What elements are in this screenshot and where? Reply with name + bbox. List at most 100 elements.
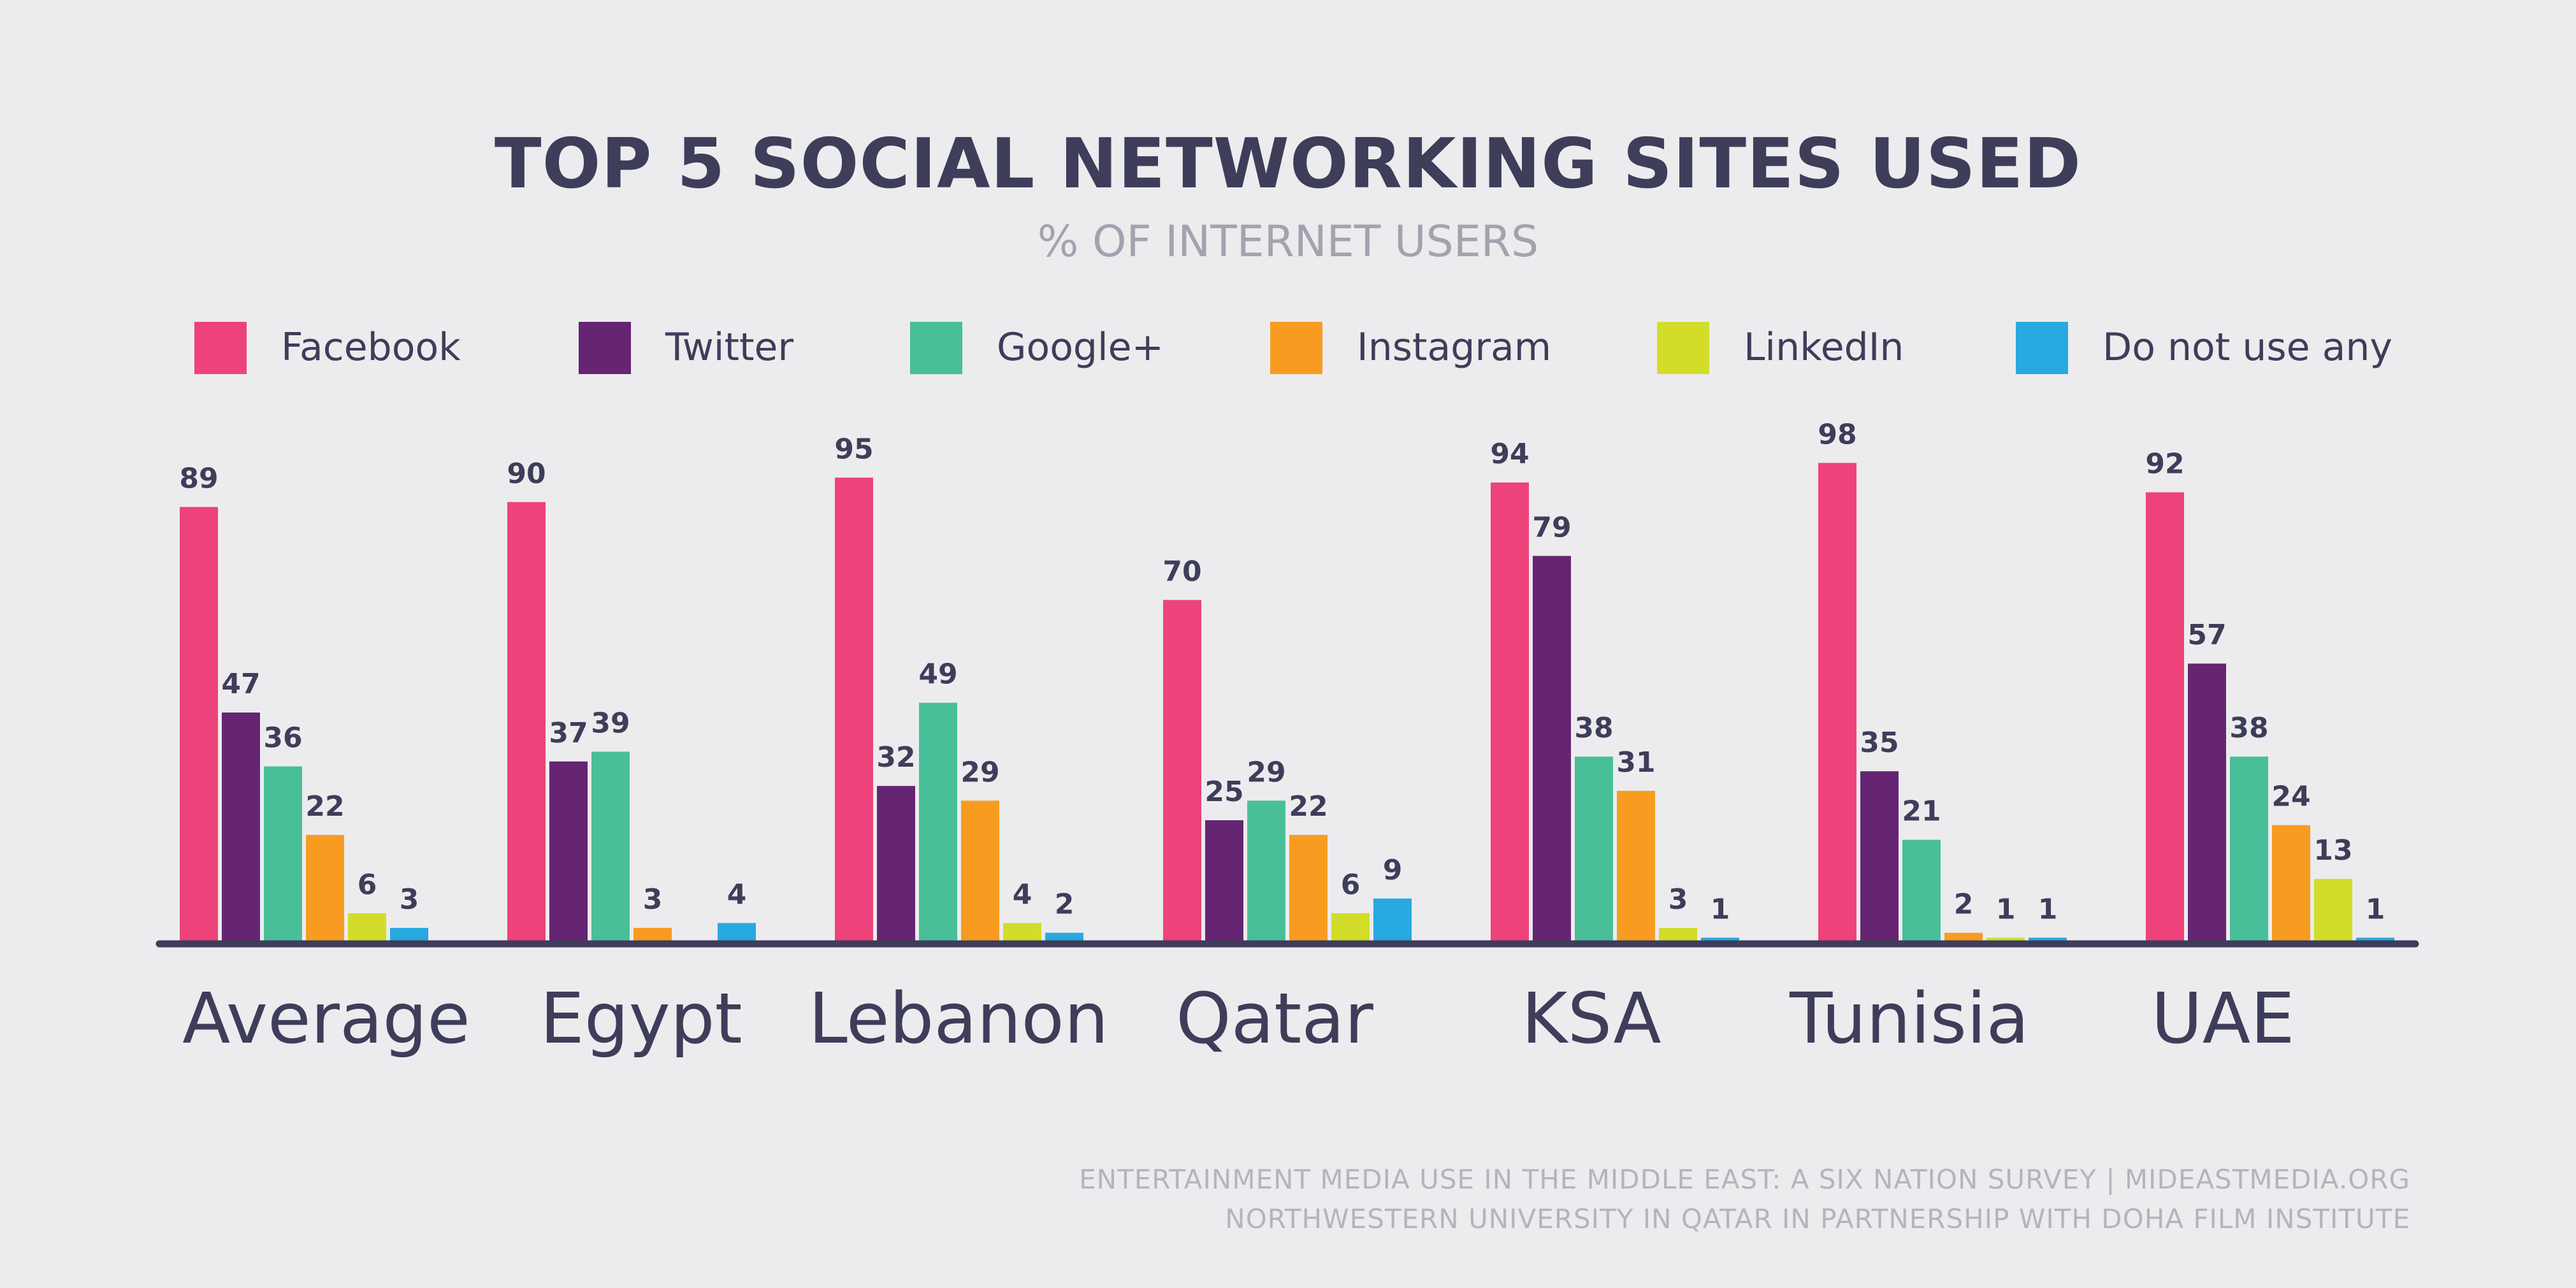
bar-qatar-twitter xyxy=(1205,820,1243,943)
bar-tunisia-do-not-use-any xyxy=(2029,937,2067,943)
bar-egypt-twitter xyxy=(549,761,588,943)
legend-swatch-do-not-use-any xyxy=(2016,322,2068,374)
data-label-ksa-twitter: 79 xyxy=(1532,511,1571,544)
data-label-qatar-facebook: 70 xyxy=(1162,555,1201,588)
bar-lebanon-google xyxy=(919,702,957,943)
category-label-ksa: KSA xyxy=(1521,978,1661,1059)
bar-ksa-linkedin xyxy=(1659,927,1697,943)
bar-uae-do-not-use-any xyxy=(2356,937,2394,943)
data-label-egypt-google: 39 xyxy=(591,707,630,739)
bar-egypt-facebook xyxy=(507,502,546,943)
bar-ksa-facebook xyxy=(1491,482,1529,943)
category-label-uae: UAE xyxy=(2151,978,2294,1059)
footer-source-line: ENTERTAINMENT MEDIA USE IN THE MIDDLE EA… xyxy=(1079,1164,2410,1195)
data-label-lebanon-instagram: 29 xyxy=(960,756,999,788)
category-label-egypt: Egypt xyxy=(540,978,742,1059)
data-label-egypt-do-not-use-any: 4 xyxy=(727,878,747,911)
bar-lebanon-linkedin xyxy=(1003,923,1041,943)
bar-qatar-do-not-use-any xyxy=(1373,898,1412,943)
bar-tunisia-instagram xyxy=(1944,932,1983,943)
bar-average-google xyxy=(264,766,302,943)
data-label-tunisia-google: 21 xyxy=(1902,795,1941,828)
legend-swatch-google xyxy=(910,322,962,374)
data-label-tunisia-facebook: 98 xyxy=(1818,418,1856,451)
data-label-qatar-linkedin: 6 xyxy=(1341,869,1361,901)
data-label-tunisia-instagram: 2 xyxy=(1954,888,1974,921)
legend-label-linkedin: LinkedIn xyxy=(1744,325,1904,370)
data-label-egypt-twitter: 37 xyxy=(549,717,588,749)
legend-swatch-twitter xyxy=(579,322,631,374)
bar-average-instagram xyxy=(306,835,344,943)
bar-tunisia-facebook xyxy=(1818,463,1856,943)
bar-lebanon-facebook xyxy=(835,477,873,943)
data-label-average-do-not-use-any: 3 xyxy=(400,883,419,916)
data-label-lebanon-do-not-use-any: 2 xyxy=(1055,888,1075,921)
bar-lebanon-twitter xyxy=(877,786,915,943)
legend-swatch-instagram xyxy=(1270,322,1322,374)
bar-average-facebook xyxy=(180,507,218,943)
data-label-ksa-do-not-use-any: 1 xyxy=(1711,893,1730,925)
bar-qatar-linkedin xyxy=(1331,913,1370,943)
bar-uae-google xyxy=(2230,756,2268,943)
bar-tunisia-twitter xyxy=(1860,771,1899,943)
data-label-tunisia-linkedin: 1 xyxy=(1996,893,2016,925)
data-label-lebanon-linkedin: 4 xyxy=(1013,878,1032,911)
data-label-lebanon-facebook: 95 xyxy=(834,433,873,465)
data-label-lebanon-twitter: 32 xyxy=(876,741,915,774)
chart-title: TOP 5 SOCIAL NETWORKING SITES USED xyxy=(494,124,2082,204)
bar-ksa-google xyxy=(1575,756,1613,943)
footer-credit-line: NORTHWESTERN UNIVERSITY IN QATAR IN PART… xyxy=(1225,1203,2410,1234)
data-label-ksa-google: 38 xyxy=(1574,712,1613,744)
data-label-ksa-linkedin: 3 xyxy=(1668,883,1688,916)
legend-swatch-linkedin xyxy=(1657,322,1709,374)
bar-egypt-google xyxy=(591,751,630,943)
data-label-qatar-google: 29 xyxy=(1247,756,1285,788)
data-label-uae-do-not-use-any: 1 xyxy=(2366,893,2385,925)
legend-label-instagram: Instagram xyxy=(1357,325,1552,370)
bar-lebanon-do-not-use-any xyxy=(1045,932,1083,943)
data-label-qatar-instagram: 22 xyxy=(1289,790,1328,823)
bar-uae-facebook xyxy=(2146,492,2184,943)
bar-uae-instagram xyxy=(2272,825,2310,943)
data-label-tunisia-twitter: 35 xyxy=(1860,727,1899,759)
data-label-uae-google: 38 xyxy=(2229,712,2268,744)
data-label-ksa-facebook: 94 xyxy=(1490,438,1529,470)
chart-legend: Facebook Twitter Google+ Instagram LinkedIn D… xyxy=(0,319,2576,376)
data-label-uae-instagram: 24 xyxy=(2271,781,2310,813)
bar-tunisia-linkedin xyxy=(1986,937,2025,943)
data-label-lebanon-google: 49 xyxy=(918,658,957,691)
legend-swatch-facebook xyxy=(194,322,247,374)
data-label-tunisia-do-not-use-any: 1 xyxy=(2038,893,2058,925)
bar-egypt-instagram xyxy=(633,927,672,943)
data-label-average-facebook: 89 xyxy=(179,462,218,495)
legend-label-do-not-use-any: Do not use any xyxy=(2102,325,2392,370)
data-label-uae-twitter: 57 xyxy=(2187,619,2226,651)
bar-uae-linkedin xyxy=(2314,879,2352,943)
chart-footer: ENTERTAINMENT MEDIA USE IN THE MIDDLE EA… xyxy=(1079,1160,2410,1239)
data-label-average-linkedin: 6 xyxy=(358,869,377,901)
bar-average-twitter xyxy=(222,713,260,943)
bar-qatar-instagram xyxy=(1289,835,1328,943)
bar-average-linkedin xyxy=(348,913,386,943)
data-label-ksa-instagram: 31 xyxy=(1616,746,1655,779)
bar-qatar-facebook xyxy=(1163,600,1201,943)
data-label-egypt-facebook: 90 xyxy=(507,458,546,490)
category-label-tunisia: Tunisia xyxy=(1789,978,2029,1059)
data-label-egypt-instagram: 3 xyxy=(643,883,663,916)
data-label-uae-facebook: 92 xyxy=(2145,447,2184,480)
bar-ksa-do-not-use-any xyxy=(1701,937,1739,943)
chart-subtitle: % OF INTERNET USERS xyxy=(1037,217,1539,267)
bar-ksa-instagram xyxy=(1617,790,1655,943)
data-label-qatar-twitter: 25 xyxy=(1205,776,1243,808)
bar-tunisia-google xyxy=(1902,839,1941,943)
bar-egypt-do-not-use-any xyxy=(718,923,756,943)
data-label-qatar-do-not-use-any: 9 xyxy=(1383,854,1403,886)
legend-label-facebook: Facebook xyxy=(281,325,461,370)
bar-ksa-twitter xyxy=(1533,556,1571,943)
data-label-average-instagram: 22 xyxy=(305,790,344,823)
category-label-average: Average xyxy=(182,978,470,1059)
category-label-lebanon: Lebanon xyxy=(809,978,1109,1059)
data-label-average-twitter: 47 xyxy=(221,668,260,700)
category-label-qatar: Qatar xyxy=(1176,978,1374,1059)
